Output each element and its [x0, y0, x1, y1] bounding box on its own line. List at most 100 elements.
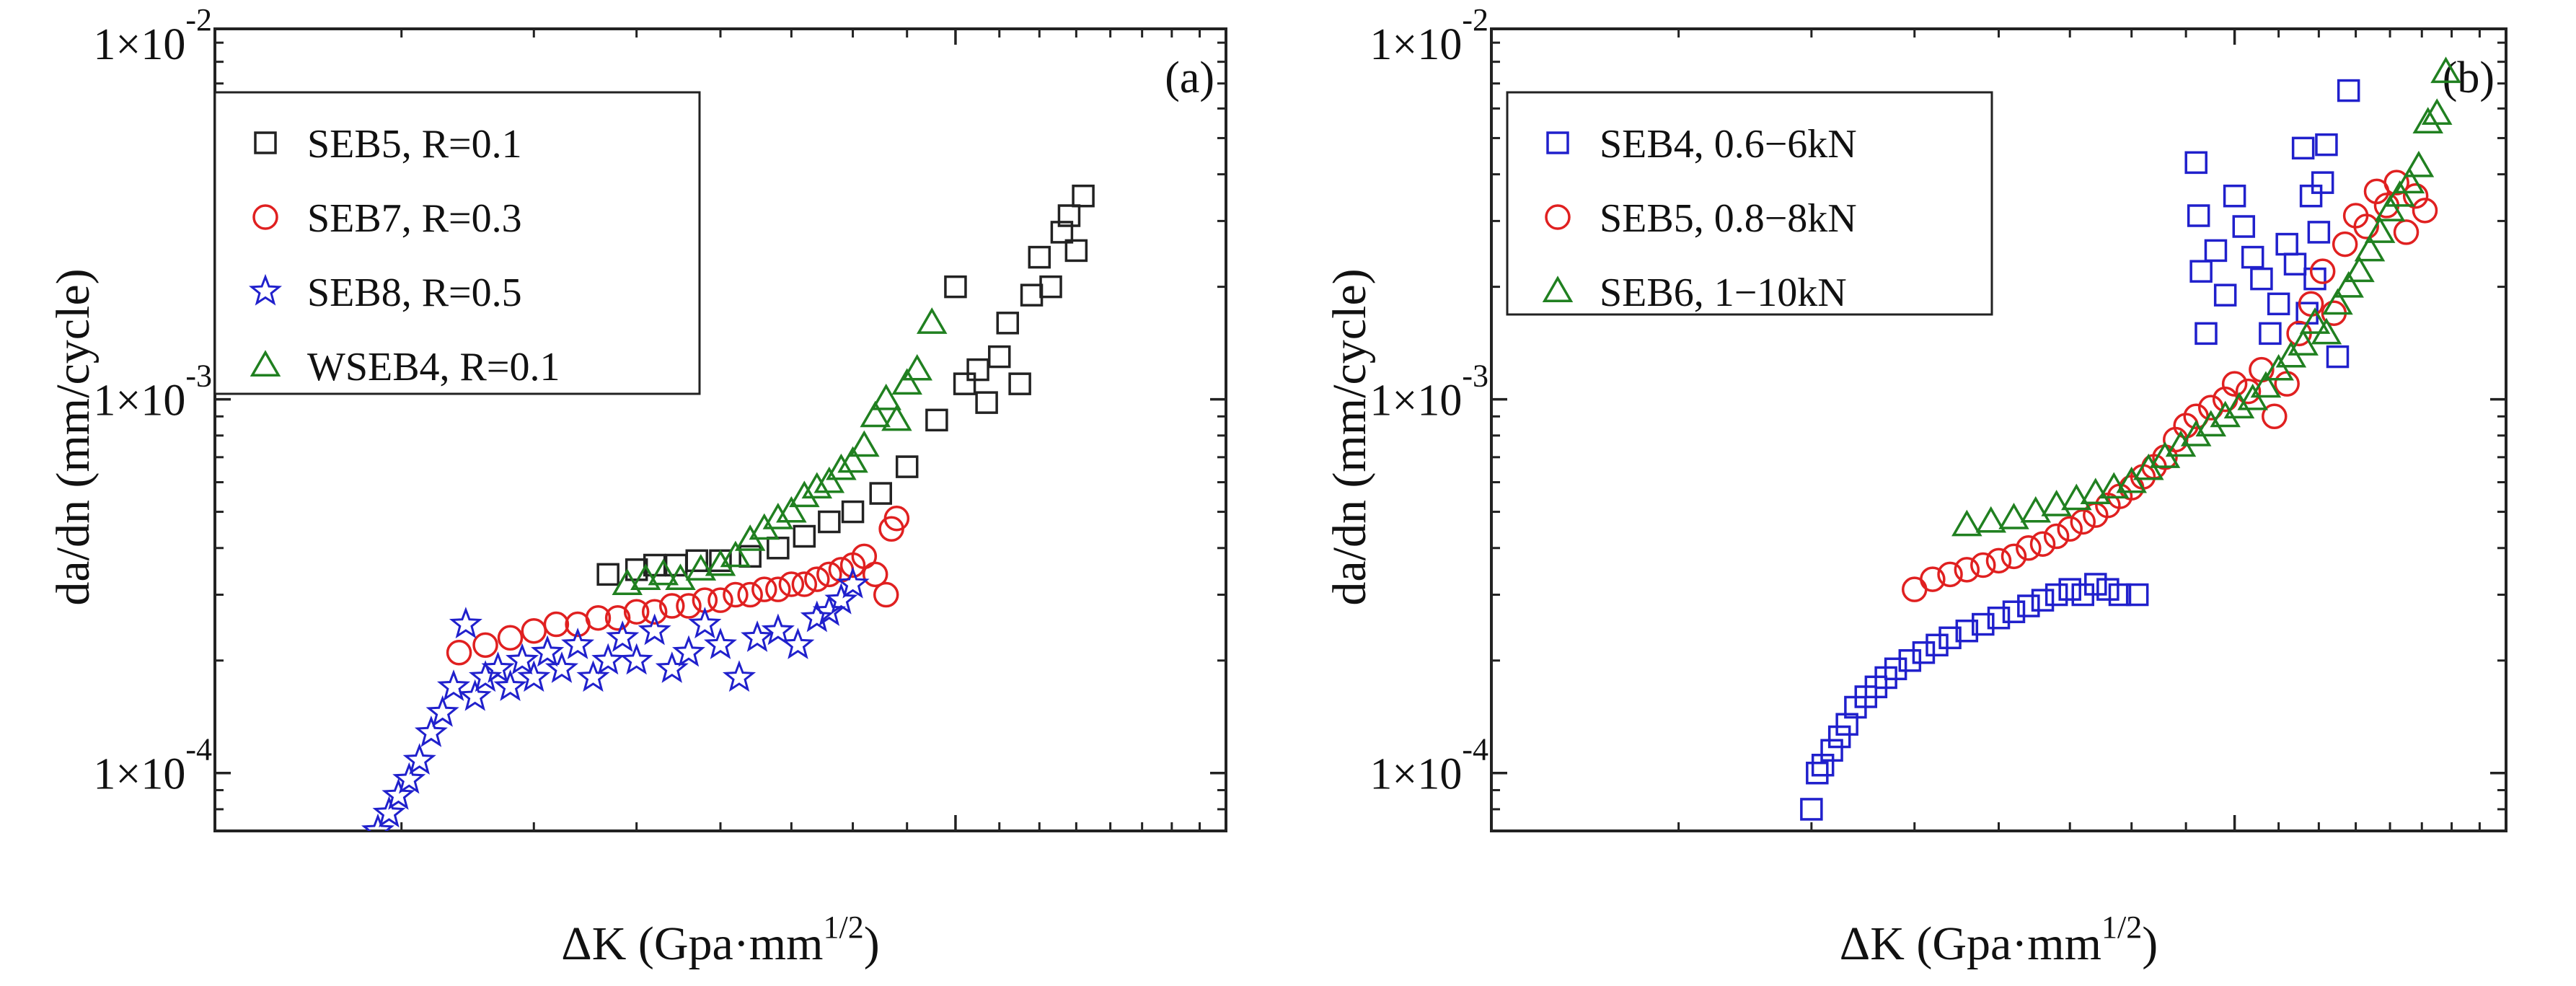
- data-point: [1008, 372, 1031, 395]
- data-point: [2116, 466, 2147, 493]
- data-point: [2232, 215, 2256, 238]
- data-point: [2412, 198, 2438, 224]
- legend-marker: [1542, 276, 1574, 302]
- data-point: [793, 524, 816, 548]
- data-point: [506, 643, 539, 675]
- y-tick-base: 1×10: [1369, 750, 1462, 799]
- legend: SEB5, R=0.1 SEB7, R=0.3 SEB8, R=0.5 WSEB4, …: [213, 91, 701, 395]
- data-point: [762, 503, 794, 529]
- data-point: [2096, 578, 2120, 601]
- data-point: [381, 778, 415, 810]
- data-point: [2402, 182, 2429, 209]
- legend-label: SEB7, R=0.3: [307, 196, 522, 241]
- data-point: [925, 408, 948, 432]
- data-point: [2070, 509, 2096, 535]
- data-point: [544, 651, 579, 683]
- data-point: [2080, 477, 2112, 505]
- data-point: [837, 446, 868, 473]
- legend-label: WSEB4, R=0.1: [307, 345, 560, 389]
- data-point: [2299, 307, 2331, 334]
- data-point: [641, 599, 668, 625]
- data-point: [517, 660, 551, 692]
- data-point: [493, 669, 527, 701]
- data-point: [1072, 184, 1095, 208]
- data-point: [1057, 204, 1081, 227]
- data-point: [1912, 641, 1936, 664]
- y-tick-label: 1×10-2: [93, 2, 212, 69]
- data-point: [2283, 252, 2307, 276]
- data-point: [851, 543, 878, 570]
- data-point: [2311, 317, 2342, 345]
- data-point: [2267, 292, 2290, 316]
- data-point: [1064, 239, 1088, 263]
- data-point: [873, 581, 899, 608]
- chart-panel-a: 1×10-41×10-31×10-2ΔK (Gpa·mm1/2)da/dn (m…: [47, 2, 1227, 970]
- data-point: [612, 568, 643, 595]
- data-point: [1835, 713, 1858, 736]
- data-point: [1920, 566, 1946, 592]
- data-point: [2332, 231, 2358, 257]
- series-2: [1951, 56, 2461, 537]
- data-point: [1954, 557, 1980, 583]
- y-tick-base: 1×10: [93, 750, 185, 799]
- data-point: [1028, 245, 1051, 269]
- series-1: [446, 506, 910, 666]
- data-point: [813, 466, 845, 493]
- data-point: [685, 549, 709, 573]
- data-point: [361, 813, 395, 831]
- data-point: [862, 561, 888, 588]
- data-point: [2235, 378, 2262, 405]
- data-point: [585, 604, 612, 631]
- data-point: [596, 563, 619, 586]
- data-point: [531, 635, 565, 667]
- y-tick-label: 1×10-2: [1369, 2, 1488, 69]
- data-point: [781, 628, 815, 659]
- data-point: [1800, 798, 1823, 821]
- data-point: [791, 571, 818, 597]
- data-point: [2041, 490, 2072, 516]
- data-point: [849, 430, 880, 457]
- data-point: [671, 635, 706, 667]
- data-point: [2288, 329, 2319, 356]
- data-point: [2213, 283, 2237, 307]
- data-point: [1827, 725, 1851, 749]
- data-point: [2108, 583, 2132, 607]
- data-point: [2057, 516, 2083, 542]
- data-point: [916, 307, 948, 334]
- data-point: [2353, 214, 2379, 239]
- data-point: [676, 593, 702, 619]
- data-point: [2299, 184, 2323, 208]
- data-point: [2045, 583, 2068, 607]
- legend-label: SEB6, 1−10kN: [1600, 270, 1847, 315]
- data-point: [1039, 275, 1062, 299]
- data-point: [2307, 221, 2331, 244]
- data-point: [2189, 260, 2213, 283]
- data-point: [722, 660, 757, 692]
- y-tick-exponent: -3: [1462, 358, 1488, 394]
- y-tick-exponent: -4: [1462, 732, 1488, 767]
- data-point: [841, 500, 865, 524]
- data-point: [2195, 410, 2227, 437]
- data-point: [869, 482, 892, 505]
- data-point: [800, 600, 834, 633]
- data-point: [446, 640, 472, 666]
- data-point: [2291, 136, 2315, 160]
- y-axis-label: da/dn (mm/cycle): [1323, 268, 1376, 605]
- data-point: [1985, 547, 2012, 574]
- data-point: [2204, 239, 2228, 263]
- data-point: [953, 372, 976, 395]
- legend-box: [1506, 91, 1993, 316]
- legend-marker: [252, 204, 278, 230]
- data-point: [2002, 600, 2026, 623]
- y-tick-label: 1×10-4: [93, 732, 212, 799]
- data-point: [2275, 232, 2298, 256]
- data-point: [1937, 561, 1963, 588]
- data-point: [414, 715, 448, 747]
- data-point: [2084, 573, 2107, 596]
- data-point: [372, 796, 406, 828]
- data-point: [723, 581, 749, 608]
- data-point: [2262, 403, 2288, 430]
- data-point: [761, 613, 795, 646]
- data-point: [1901, 576, 1928, 602]
